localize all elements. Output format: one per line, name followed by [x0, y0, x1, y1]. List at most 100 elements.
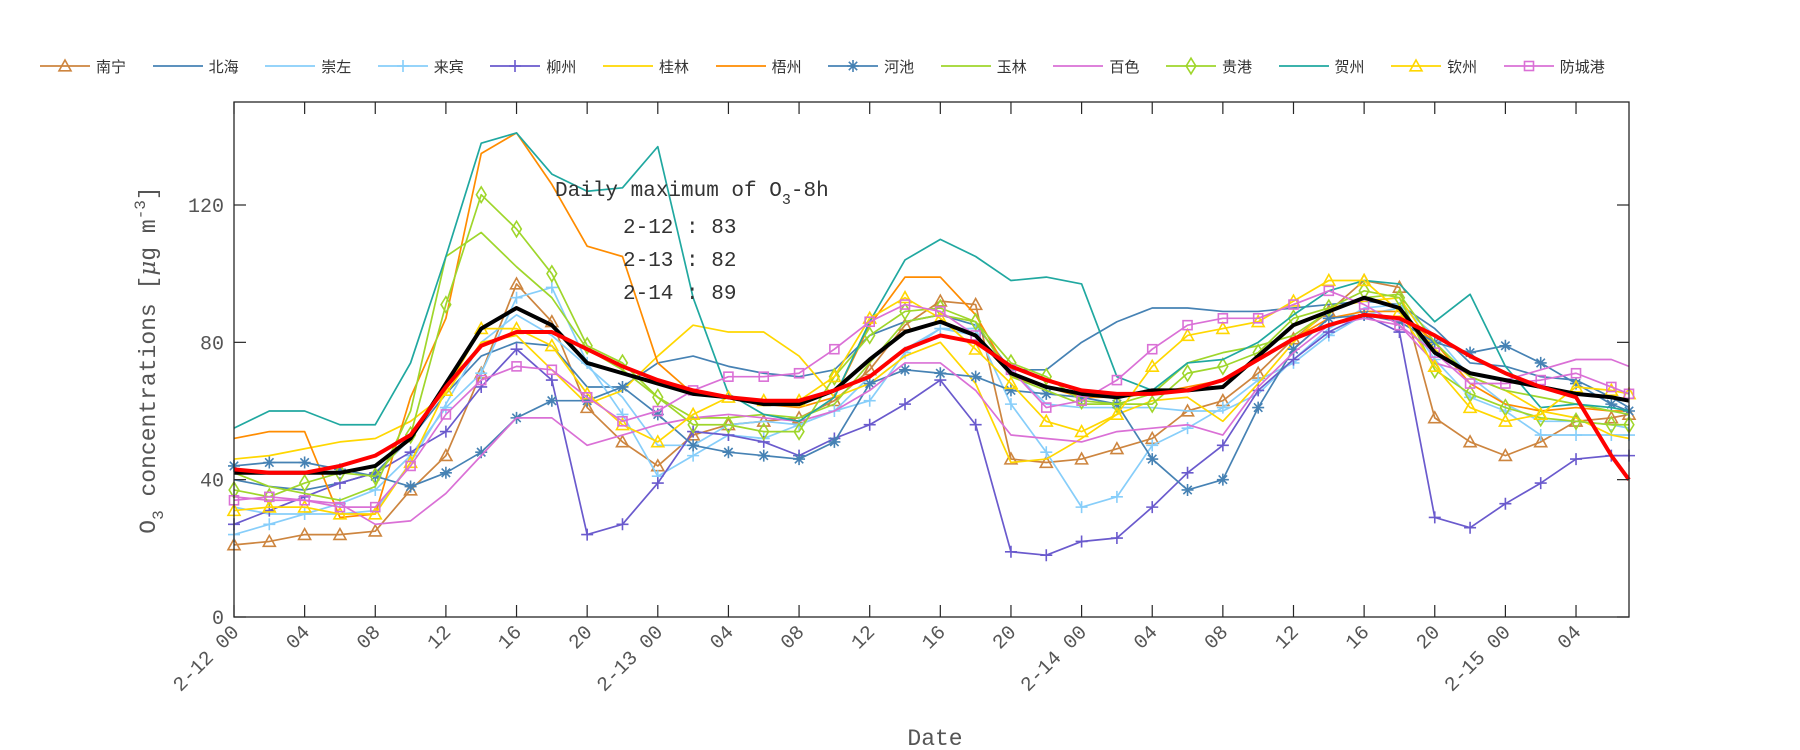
legend-item: 玉林 — [940, 52, 1054, 80]
x-tick-label: 16 — [918, 622, 951, 655]
x-tick-label: 2-15 00 — [1441, 622, 1517, 698]
plus-marker — [616, 518, 629, 531]
plus-marker — [1499, 497, 1512, 510]
legend-item: 贵港 — [1165, 52, 1279, 80]
series-line — [233, 132, 1630, 429]
triangle-marker — [1356, 272, 1372, 287]
annotation-title-text: Daily maximum of O — [555, 180, 782, 203]
legend-label: 梧州 — [771, 57, 802, 76]
series-line — [233, 279, 1630, 546]
plus-marker — [1570, 429, 1583, 442]
square-marker — [1182, 319, 1193, 331]
legend-swatch — [265, 65, 316, 67]
legend-label: 柳州 — [546, 57, 577, 76]
square-marker — [1394, 319, 1405, 331]
annotation-line-3: 2-14 : 89 — [623, 283, 736, 306]
triangle-marker — [1321, 272, 1337, 287]
asterisk-marker — [616, 380, 629, 393]
legend-swatch — [1391, 58, 1442, 72]
asterisk-marker — [1181, 483, 1194, 496]
x-tick-label: 12 — [847, 622, 880, 655]
square-marker — [1570, 367, 1582, 379]
x-tick-label: 2-12 00 — [169, 622, 245, 698]
legend-item: 北海 — [152, 52, 266, 80]
triangle-marker — [897, 290, 913, 304]
square-marker — [475, 374, 487, 386]
legend-label: 玉林 — [996, 57, 1027, 76]
diamond-marker — [758, 422, 770, 441]
triangle-marker — [1603, 382, 1619, 397]
plus-marker — [1110, 532, 1123, 545]
asterisk-marker — [1004, 384, 1017, 397]
triangle-marker — [1408, 58, 1424, 72]
legend-item: 来宾 — [377, 52, 491, 80]
triangle-marker — [332, 526, 348, 541]
triangle-marker — [1180, 327, 1195, 342]
square-marker — [758, 371, 770, 382]
asterisk-marker — [263, 456, 276, 469]
asterisk-marker — [863, 377, 876, 390]
y-tick-label: 40 — [200, 471, 224, 494]
asterisk-marker — [1605, 398, 1618, 411]
annotation-line-1: 2-12 : 83 — [623, 217, 736, 240]
diamond-marker — [863, 326, 876, 345]
annotation-title: Daily maximum of O3-8h — [555, 180, 829, 209]
triangle-marker — [509, 276, 524, 290]
plus-marker — [1393, 326, 1406, 339]
plus-marker — [934, 322, 947, 335]
legend-label: 贵港 — [1221, 57, 1252, 76]
plus-marker — [1322, 326, 1335, 339]
x-tick-label: 20 — [565, 622, 598, 655]
plot-frame — [233, 101, 1630, 618]
legend-item: 贺州 — [1278, 52, 1392, 80]
x-tick-label: 2-13 00 — [593, 622, 669, 698]
asterisk-marker — [1146, 453, 1159, 466]
plus-marker — [1181, 466, 1194, 479]
diamond-marker — [828, 367, 841, 386]
square-marker — [546, 364, 558, 376]
diamond-marker — [1040, 367, 1053, 386]
asterisk-marker — [934, 367, 947, 380]
series-line — [233, 317, 1630, 526]
triangle-marker — [1109, 406, 1125, 421]
asterisk-marker — [969, 370, 982, 383]
y-axis-label: O3 concentrations [μg m-3] — [132, 186, 168, 533]
diamond-marker — [475, 185, 487, 205]
asterisk-marker — [899, 363, 912, 376]
x-axis-label: Date — [907, 726, 962, 750]
plus-marker — [545, 281, 558, 294]
triangle-marker — [1427, 410, 1443, 424]
plus-marker — [396, 60, 409, 72]
plus-marker — [475, 380, 488, 393]
square-marker — [793, 367, 805, 379]
plus-marker — [1040, 549, 1053, 562]
plus-marker — [333, 477, 346, 490]
asterisk-marker — [1287, 343, 1300, 356]
y-label-sup: -3 — [132, 200, 150, 219]
legend-swatch — [40, 58, 90, 72]
square-marker — [829, 343, 840, 355]
square-marker — [899, 299, 911, 310]
legend-item: 河池 — [828, 52, 941, 80]
legend-swatch — [377, 60, 428, 72]
plus-marker — [1004, 398, 1017, 411]
triangle-marker — [1533, 406, 1549, 421]
y-tick-label: 80 — [200, 333, 224, 356]
x-tick-label: 12 — [424, 622, 457, 655]
diamond-marker — [616, 353, 629, 373]
x-tick-label: 16 — [1342, 622, 1375, 655]
square-marker — [1358, 299, 1370, 310]
asterisk-marker — [1534, 356, 1547, 369]
triangle-marker — [685, 406, 701, 421]
square-marker — [264, 491, 275, 503]
asterisk-marker — [1464, 346, 1477, 359]
series-line-FF0000 — [233, 312, 1631, 481]
asterisk-marker — [757, 449, 770, 462]
legend-item: 柳州 — [490, 52, 603, 80]
legend-label: 桂林 — [658, 57, 689, 76]
triangle-marker — [1462, 434, 1478, 448]
legend-label: 百色 — [1109, 57, 1140, 76]
square-marker — [299, 494, 310, 506]
triangle-marker — [261, 533, 277, 548]
diamond-marker — [1217, 357, 1229, 376]
